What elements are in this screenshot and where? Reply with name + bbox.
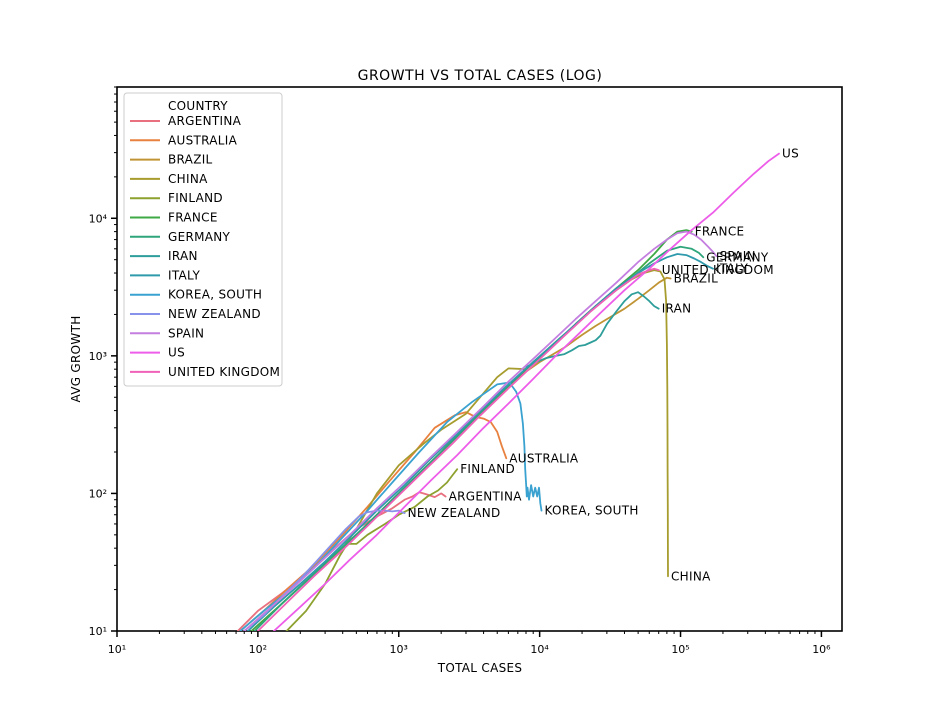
series-labels: ARGENTINA AUSTRALIA BRAZIL CHINA FINLAND FRAN… [408, 147, 799, 584]
y-axis-ticks: 10¹ 10² 10³ 10⁴ [89, 86, 117, 638]
x-tick-label: 10¹ [108, 643, 126, 656]
series-label-australia: AUSTRALIA [509, 451, 579, 465]
x-tick-label: 10⁵ [671, 643, 689, 656]
legend-box [123, 92, 283, 387]
x-axis-label: TOTAL CASES [437, 661, 523, 675]
legend-item-italy: ITALY [168, 268, 200, 282]
series-label-china: CHINA [671, 569, 711, 583]
legend-item-iran: IRAN [168, 249, 198, 263]
chart-title: GROWTH VS TOTAL CASES (LOG) [358, 68, 603, 84]
legend-item-korea-south: KOREA, SOUTH [168, 288, 262, 302]
x-tick-label: 10² [249, 643, 267, 656]
series-label-new-zealand: NEW ZEALAND [408, 506, 501, 520]
y-tick-label: 10⁴ [89, 212, 108, 225]
legend-items: ARGENTINA AUSTRALIA BRAZIL CHINA FINLAND FRAN… [130, 114, 280, 379]
series-line-united-kingdom [256, 267, 660, 631]
series-line-china [341, 269, 669, 578]
legend-item-france: FRANCE [168, 211, 218, 225]
series-label-argentina: ARGENTINA [449, 490, 523, 504]
legend-item-china: CHINA [168, 172, 208, 186]
series-label-finland: FINLAND [460, 462, 515, 476]
y-tick-label: 10³ [89, 350, 107, 363]
x-tick-label: 10⁴ [530, 643, 549, 656]
series-line-new-zealand [243, 509, 406, 631]
series-label-spain: SPAIN [720, 249, 756, 263]
series-label-france: FRANCE [695, 225, 745, 239]
y-axis-label: AVG GROWTH [69, 315, 83, 402]
series-label-italy: ITALY [716, 262, 748, 276]
series-label-brazil: BRAZIL [674, 272, 719, 286]
series-label-iran: IRAN [662, 302, 692, 316]
series-label-germany: GERMANY [706, 250, 769, 264]
legend-item-brazil: BRAZIL [168, 153, 213, 167]
legend-item-argentina: ARGENTINA [168, 114, 242, 128]
legend-item-australia: AUSTRALIA [168, 133, 238, 147]
legend-title: COUNTRY [168, 99, 228, 113]
legend: COUNTRY ARGENTINA AUSTRALIA BRAZIL CHINA FIN… [123, 92, 283, 387]
x-tick-label: 10⁶ [812, 643, 831, 656]
x-tick-label: 10³ [390, 643, 408, 656]
y-tick-label: 10¹ [89, 625, 107, 638]
legend-item-germany: GERMANY [168, 230, 231, 244]
legend-item-us: US [168, 346, 185, 360]
x-axis-ticks: 10¹ 10² 10³ 10⁴ 10⁵ 10⁶ [108, 631, 831, 656]
series-layer [236, 152, 780, 631]
legend-item-new-zealand: NEW ZEALAND [168, 307, 261, 321]
series-line-brazil [250, 276, 672, 631]
series-label-united-kingdom: UNITED KINGDOM [662, 263, 774, 277]
legend-item-spain: SPAIN [168, 326, 204, 340]
series-line-italy [246, 253, 714, 631]
plot-area [116, 86, 843, 632]
series-label-korea-south: KOREA, SOUTH [545, 504, 639, 518]
series-line-korea-south [239, 381, 543, 631]
legend-item-united-kingdom: UNITED KINGDOM [168, 365, 280, 379]
series-line-germany [253, 245, 705, 631]
series-line-us [272, 152, 780, 631]
y-tick-label: 10² [89, 487, 107, 500]
series-line-spain [243, 230, 718, 631]
legend-item-finland: FINLAND [168, 191, 223, 205]
series-line-finland [285, 468, 459, 631]
series-label-us: US [782, 147, 799, 161]
